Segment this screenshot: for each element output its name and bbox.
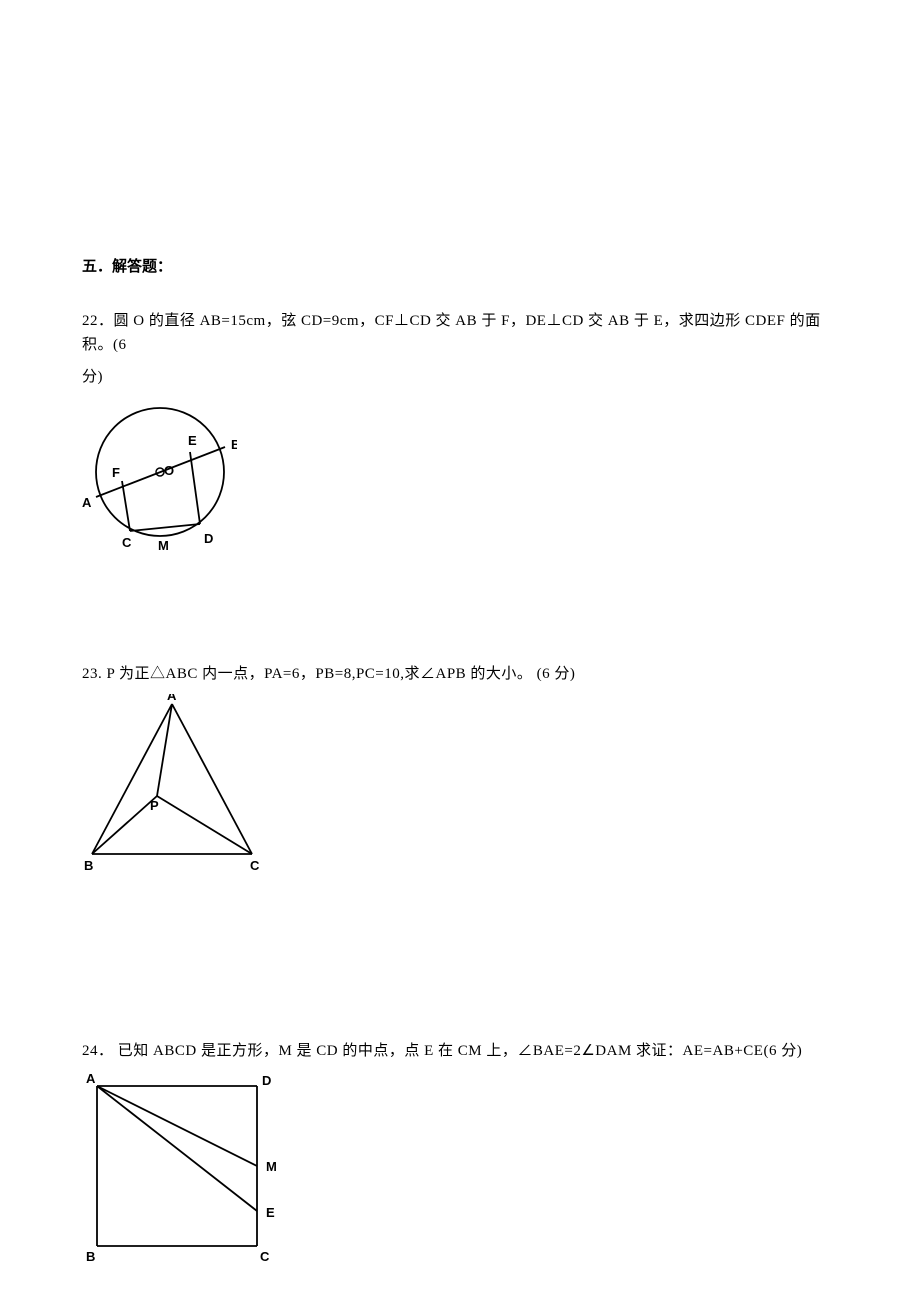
problem-22-line1: 圆 O 的直径 AB=15cm，弦 CD=9cm，CF⊥CD 交 AB 于 F，… [82, 313, 821, 353]
svg-text:B: B [86, 1249, 95, 1264]
svg-text:M: M [158, 538, 169, 552]
problem-24-number: 24． [82, 1043, 118, 1059]
svg-text:D: D [262, 1073, 271, 1088]
svg-text:B: B [231, 437, 237, 452]
problem-23: 23. P 为正△ABC 内一点，PA=6，PB=8,PC=10,求∠APB 的… [82, 662, 838, 874]
problem-23-number: 23. [82, 666, 102, 682]
svg-text:E: E [188, 433, 197, 448]
problem-24-figure: A D B C M E [82, 1071, 282, 1271]
problem-24: 24． 已知 ABCD 是正方形，M 是 CD 的中点，点 E 在 CM 上，∠… [82, 1039, 838, 1271]
svg-text:P: P [150, 798, 159, 813]
svg-text:A: A [82, 495, 92, 510]
problem-22-figure: O A B E F C D M [82, 397, 237, 552]
svg-text:C: C [260, 1249, 270, 1264]
problem-24-body: 已知 ABCD 是正方形，M 是 CD 的中点，点 E 在 CM 上，∠BAE=… [118, 1043, 802, 1059]
svg-text:M: M [266, 1159, 277, 1174]
svg-text:O: O [164, 463, 174, 478]
svg-text:F: F [112, 465, 120, 480]
problem-22: 22．圆 O 的直径 AB=15cm，弦 CD=9cm，CF⊥CD 交 AB 于… [82, 309, 838, 552]
spacer [82, 894, 838, 1039]
problem-22-text: 22．圆 O 的直径 AB=15cm，弦 CD=9cm，CF⊥CD 交 AB 于… [82, 309, 838, 357]
problem-23-text: 23. P 为正△ABC 内一点，PA=6，PB=8,PC=10,求∠APB 的… [82, 662, 838, 686]
section-title: 五．解答题： [82, 255, 838, 279]
problem-23-body: P 为正△ABC 内一点，PA=6，PB=8,PC=10,求∠APB 的大小。 … [102, 666, 575, 682]
svg-text:B: B [84, 858, 93, 873]
svg-text:C: C [122, 535, 132, 550]
svg-text:A: A [86, 1071, 96, 1086]
svg-text:C: C [250, 858, 260, 873]
svg-text:E: E [266, 1205, 275, 1220]
problem-24-text: 24． 已知 ABCD 是正方形，M 是 CD 的中点，点 E 在 CM 上，∠… [82, 1039, 838, 1063]
problem-23-figure: A B C P [82, 694, 272, 874]
svg-text:A: A [167, 694, 177, 703]
problem-22-number: 22． [82, 313, 114, 329]
spacer [82, 572, 838, 662]
svg-text:D: D [204, 531, 213, 546]
problem-22-line2: 分) [82, 365, 838, 389]
